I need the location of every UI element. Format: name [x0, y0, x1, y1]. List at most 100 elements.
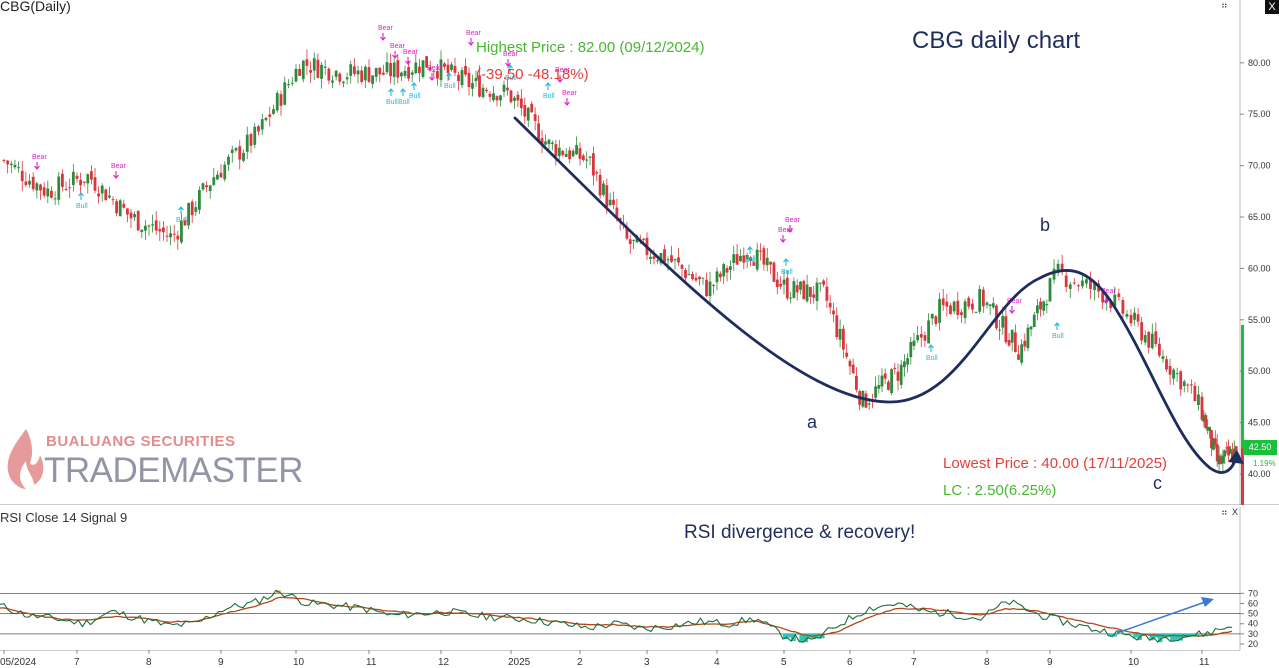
bull-arrow-icon [1054, 322, 1060, 330]
candle-body [561, 150, 565, 156]
close-icon[interactable]: X [1265, 0, 1279, 14]
bear-signal-label: Bear [562, 90, 577, 97]
candle-body [1182, 381, 1186, 387]
candle-body [294, 68, 298, 82]
candle-body [575, 145, 578, 155]
candle-body [309, 69, 312, 73]
candle-body [257, 126, 260, 132]
candle-body [410, 72, 414, 75]
bear-arrow-icon [380, 33, 386, 41]
candle-body [287, 84, 290, 86]
x-tick-label: 2025 [508, 657, 531, 668]
candle-body [467, 72, 471, 88]
candle-body [772, 262, 776, 282]
candle-body [680, 264, 684, 269]
candle-body [752, 262, 756, 266]
candle-body [1172, 369, 1175, 379]
candle-body [260, 119, 264, 130]
candle-body [960, 312, 963, 316]
candle-body [530, 103, 534, 113]
candle-body [1206, 427, 1210, 431]
candle-body [385, 62, 389, 73]
price-tick-label: 70.00 [1248, 161, 1271, 171]
bear-signal-label: Bear [778, 227, 793, 234]
x-tick-label: 9 [218, 657, 224, 668]
candle-body [537, 123, 540, 142]
price-tick-label: 65.00 [1248, 212, 1271, 222]
candle-body [1143, 335, 1147, 343]
candle-body [899, 364, 903, 385]
candle-body [718, 273, 722, 278]
candle-body [24, 181, 28, 185]
candle-body [249, 134, 253, 146]
rsi-signal-line [0, 596, 1233, 637]
candle-body [906, 358, 909, 365]
candle-body [436, 71, 439, 79]
bull-arrow-icon [400, 88, 406, 96]
candle-body [198, 189, 201, 210]
candle-body [687, 274, 691, 276]
candle-body [1197, 394, 1200, 406]
oversold-fill [1112, 633, 1118, 637]
rsi-line [0, 589, 1233, 643]
wave-arrow-head [1228, 450, 1244, 464]
candle-body [13, 164, 17, 168]
bear-arrow-icon [405, 57, 411, 65]
candle-body [93, 177, 97, 191]
price-pane-title: CBG(Daily) [0, 0, 71, 14]
x-tick-label: 7 [911, 657, 917, 668]
rsi-pane-close-icon[interactable]: X [1232, 507, 1239, 517]
logo-company: BUALUANG SECURITIES [46, 433, 236, 450]
candle-body [828, 302, 832, 308]
candle-body [1023, 340, 1027, 347]
candle-body [1089, 279, 1092, 289]
candle-body [745, 255, 749, 259]
bull-arrow-icon [78, 192, 84, 200]
candle-body [35, 183, 39, 191]
candle-body [523, 104, 527, 117]
x-tick-label: 11 [1199, 657, 1210, 668]
candle-body [670, 255, 673, 262]
candle-body [782, 279, 786, 285]
candle-body [71, 171, 75, 186]
pane-resize-icon[interactable]: ⠶ [1221, 0, 1228, 10]
candle-body [432, 70, 436, 72]
candle-body [1136, 314, 1140, 322]
oversold-fill [799, 633, 804, 642]
candle-body [268, 114, 272, 117]
candle-body [154, 220, 158, 231]
x-tick-label: 7 [74, 657, 80, 668]
candle-body [425, 56, 428, 68]
candle-body [1189, 384, 1193, 386]
candle-body [874, 386, 877, 398]
price-chart[interactable]: 40.00 45.00 50.00 55.00 60.00 65.00 70.00 75.00… [0, 0, 1279, 505]
candle-body [557, 147, 561, 157]
candle-body [749, 257, 752, 261]
candle-body [1227, 446, 1230, 456]
candle-body [708, 281, 712, 297]
candle-body [1154, 331, 1158, 345]
candle-body [1179, 371, 1183, 390]
candle-body [338, 73, 342, 82]
candle-body [2, 159, 6, 161]
candle-body [802, 280, 806, 300]
price-tick-label: 40.00 [1248, 469, 1271, 479]
x-tick-label: 9 [1047, 657, 1053, 668]
candle-body [367, 67, 371, 83]
bear-signal-label: Bear [111, 163, 126, 170]
candle-body [927, 320, 930, 344]
bear-arrow-icon [787, 225, 793, 233]
candle-body [795, 285, 799, 293]
candle-body [1064, 275, 1068, 288]
candle-body [334, 70, 338, 77]
x-tick-label: 6 [847, 657, 853, 668]
candle-body [1048, 278, 1052, 302]
candle-body [1113, 294, 1117, 307]
candle-body [264, 117, 268, 121]
candle-body [1147, 331, 1151, 348]
rsi-pane-resize-icon[interactable]: ⠶ [1221, 507, 1228, 517]
candle-body [851, 364, 855, 374]
bear-arrow-icon [505, 59, 511, 67]
bear-arrow-icon [392, 51, 398, 59]
